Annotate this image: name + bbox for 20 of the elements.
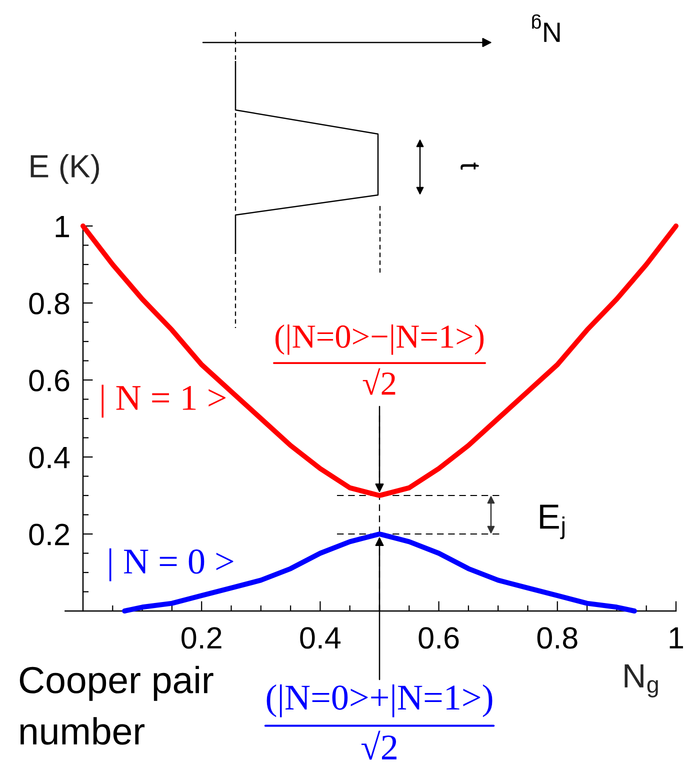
annotation: (|N=0>+|N=1>) √2 (266, 684, 492, 760)
y-axis-title: E (K) (30, 154, 99, 184)
y-tick-label: 1 (56, 216, 69, 238)
annotation: (|N=0>−|N=1>) √2 (275, 324, 484, 395)
text: N$_{g}$ (532, 14, 560, 42)
x-tick-label: 0.4 (300, 627, 341, 649)
y-tick-label: 0.8 (29, 292, 70, 314)
annotation: E$_{j}$ (540, 504, 564, 540)
y-tick-label: 0.6 (29, 370, 70, 392)
y-tick-label: 0.2 (29, 524, 69, 546)
x-tick-label: 0.2 (182, 627, 222, 649)
text: Cooper pair number (20, 666, 214, 745)
series-label: | N = 1 > (102, 384, 226, 418)
text: t (460, 162, 479, 170)
x-axis-title: N$_{g}$ (624, 664, 658, 698)
x-tick-label: 0.6 (418, 627, 459, 649)
y-tick-label: 0.4 (29, 446, 70, 468)
x-tick-label: 0.8 (537, 627, 578, 649)
x-tick-label: 1 (670, 627, 684, 648)
series-label: | N = 0 > (109, 548, 234, 582)
